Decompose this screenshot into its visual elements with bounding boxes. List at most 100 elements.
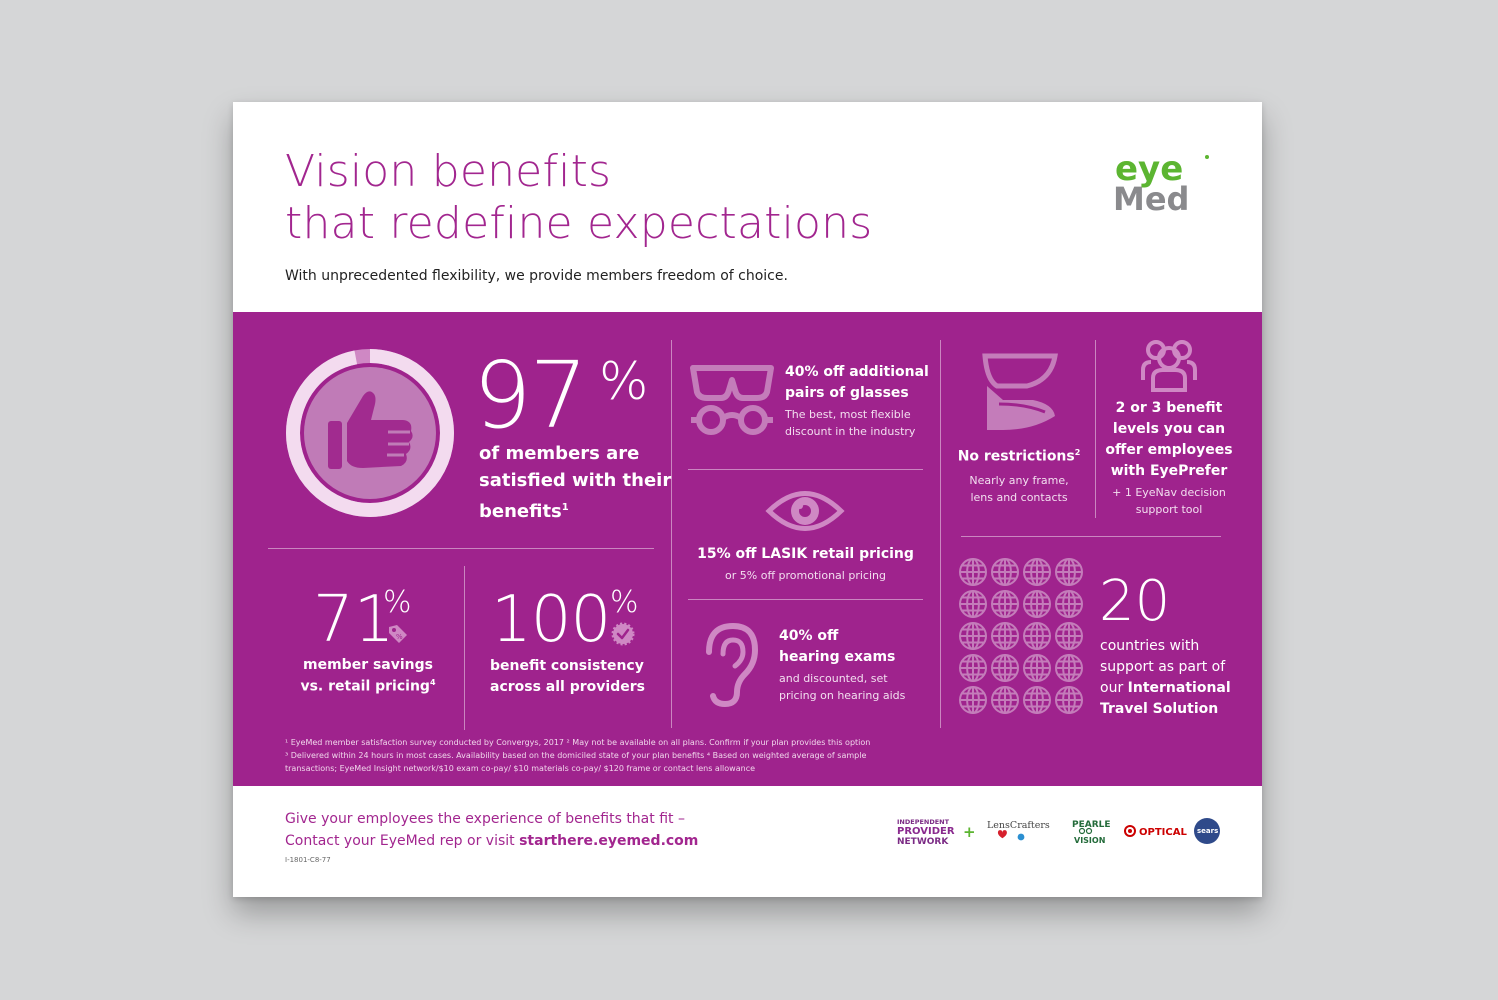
globe-icon	[991, 590, 1019, 618]
divider-lasik	[688, 599, 923, 600]
people-group-icon	[1141, 340, 1197, 392]
target-optical-text: OPTICAL	[1139, 827, 1187, 838]
frame-lens-icon	[982, 353, 1058, 430]
lasik-title: 15% off LASIK retail pricing	[697, 546, 914, 562]
footnote-line2: ³ Delivered within 24 hours in most case…	[285, 751, 867, 760]
satisfaction-ring	[286, 349, 454, 517]
thumbs-up-icon	[328, 391, 413, 469]
savings-caption-line2: vs. retail pricing4	[278, 674, 458, 696]
divider-left	[268, 548, 654, 549]
globe-icon	[1055, 558, 1083, 586]
globe-grid	[959, 558, 1083, 714]
travel-caption-line2: support as part of	[1100, 659, 1226, 675]
hearing-title-line1: 40% off	[779, 628, 839, 644]
travel-caption-line3-pre: our	[1100, 680, 1128, 696]
satisfaction-footnote-ref: 1	[561, 502, 569, 513]
savings-unit: %	[383, 585, 412, 620]
restrictions-note-line2: lens and contacts	[970, 491, 1068, 504]
footer-cta-line2: Contact your EyeMed rep or visit starthe…	[285, 830, 698, 852]
title-line-1: Vision benefits	[285, 146, 612, 197]
travel-caption-line1: countries with	[1100, 638, 1200, 654]
savings-value: 71	[313, 583, 395, 657]
consistency-caption-line1: benefit consistency	[490, 658, 644, 674]
glasses-note-line2: discount in the industry	[785, 425, 916, 438]
satisfaction-caption-line1: of members are	[479, 443, 640, 464]
consistency-caption: benefit consistency across all providers	[490, 656, 670, 698]
page-subtitle: With unprecedented flexibility, we provi…	[285, 268, 788, 284]
pearle-line1: PEARLE	[1072, 820, 1111, 830]
globe-icon	[959, 654, 987, 682]
consistency-unit: %	[610, 585, 639, 620]
hearing-title-line2: hearing exams	[779, 649, 896, 665]
globe-icon	[1023, 558, 1051, 586]
divider-col1	[671, 340, 672, 728]
hearing-note: and discounted, set pricing on hearing a…	[779, 670, 905, 704]
divider-glasses	[688, 469, 923, 470]
levels-title-line3: offer employees	[1105, 442, 1233, 458]
footnote-line1: ¹ EyeMed member satisfaction survey cond…	[285, 738, 871, 747]
pearle-line2: VISION	[1074, 836, 1105, 845]
travel-caption: countries with support as part of our In…	[1100, 636, 1231, 720]
sears-optical-logo: sears	[1194, 818, 1220, 844]
footer-call-to-action: Give your employees the experience of be…	[285, 808, 698, 852]
levels-title: 2 or 3 benefit levels you can offer empl…	[1095, 398, 1243, 482]
footnote-line3: transactions; EyeMed Insight network/$10…	[285, 764, 756, 773]
consistency-value: 100	[491, 583, 611, 657]
globe-icon	[959, 622, 987, 650]
restrictions-title: No restrictions2	[951, 448, 1087, 465]
globe-icon	[1023, 686, 1051, 714]
footer-cta-line2-text: Contact your EyeMed rep or visit	[285, 833, 520, 849]
lenscrafters-text: LensCrafters	[987, 820, 1050, 831]
ipn-line3: NETWORK	[897, 837, 949, 847]
ipn-line2: PROVIDER	[897, 826, 955, 837]
document-code: I-1801-C8-77	[285, 856, 331, 864]
target-optical-logo: OPTICAL	[1124, 825, 1187, 838]
travel-value: 20	[1099, 569, 1171, 634]
restrictions-title-text: No restrictions	[957, 448, 1075, 465]
levels-title-line2: levels you can	[1112, 421, 1226, 437]
globe-icon	[1055, 622, 1083, 650]
partner-logos: INDEPENDENT PROVIDER NETWORK + LensCraft…	[897, 818, 1220, 847]
levels-title-line4: with EyePrefer	[1110, 463, 1228, 479]
page-title: Vision benefits that redefine expectatio…	[285, 146, 872, 250]
levels-note-line1: + 1 EyeNav decision	[1112, 486, 1226, 499]
glasses-icon	[690, 365, 774, 435]
savings-caption-line2-text: vs. retail pricing	[300, 678, 430, 695]
sears-text: sears	[1197, 827, 1218, 835]
eyemed-logo: eye Med	[1113, 150, 1209, 214]
glasses-title-line2: pairs of glasses	[785, 385, 909, 401]
flyer-sheet: Vision benefits that redefine expectatio…	[233, 102, 1262, 897]
divider-right	[961, 536, 1221, 537]
eye-icon	[765, 491, 845, 531]
globe-icon	[1055, 590, 1083, 618]
divider-col3	[1095, 340, 1096, 518]
restrictions-note: Nearly any frame, lens and contacts	[951, 472, 1087, 506]
hearing-note-line2: pricing on hearing aids	[779, 689, 906, 702]
globe-icon	[1023, 654, 1051, 682]
ear-icon	[706, 622, 759, 708]
glasses-note: The best, most flexible discount in the …	[785, 406, 915, 440]
restrictions-footnote-ref: 2	[1074, 448, 1081, 457]
satisfaction-value: 97	[473, 342, 588, 449]
independent-provider-network-logo: INDEPENDENT PROVIDER NETWORK	[897, 818, 955, 847]
globe-icon	[991, 686, 1019, 714]
footer-cta-line1: Give your employees the experience of be…	[285, 811, 685, 827]
logo-registered-mark	[1205, 155, 1209, 159]
levels-note: + 1 EyeNav decision support tool	[1095, 484, 1243, 518]
check-badge-icon	[611, 622, 635, 646]
svg-text:%: %	[396, 633, 403, 641]
footer-website-link[interactable]: starthere.eyemed.com	[519, 833, 699, 849]
satisfaction-caption-line2: satisfied with their	[479, 470, 672, 491]
savings-caption: member savings vs. retail pricing4	[278, 656, 458, 696]
globe-icon	[991, 654, 1019, 682]
globe-icon	[991, 558, 1019, 586]
pearle-vision-logo: PEARLE VISION	[1072, 820, 1111, 845]
ipn-line1: INDEPENDENT	[897, 818, 950, 826]
footnotes: ¹ EyeMed member satisfaction survey cond…	[285, 736, 925, 775]
savings-footnote-ref: 4	[429, 678, 436, 687]
lasik-note: or 5% off promotional pricing	[725, 569, 886, 582]
glasses-note-line1: The best, most flexible	[785, 408, 911, 421]
divider-savings	[464, 566, 465, 730]
divider-col2	[940, 340, 941, 728]
satisfaction-caption-line3: benefits1	[479, 494, 679, 525]
